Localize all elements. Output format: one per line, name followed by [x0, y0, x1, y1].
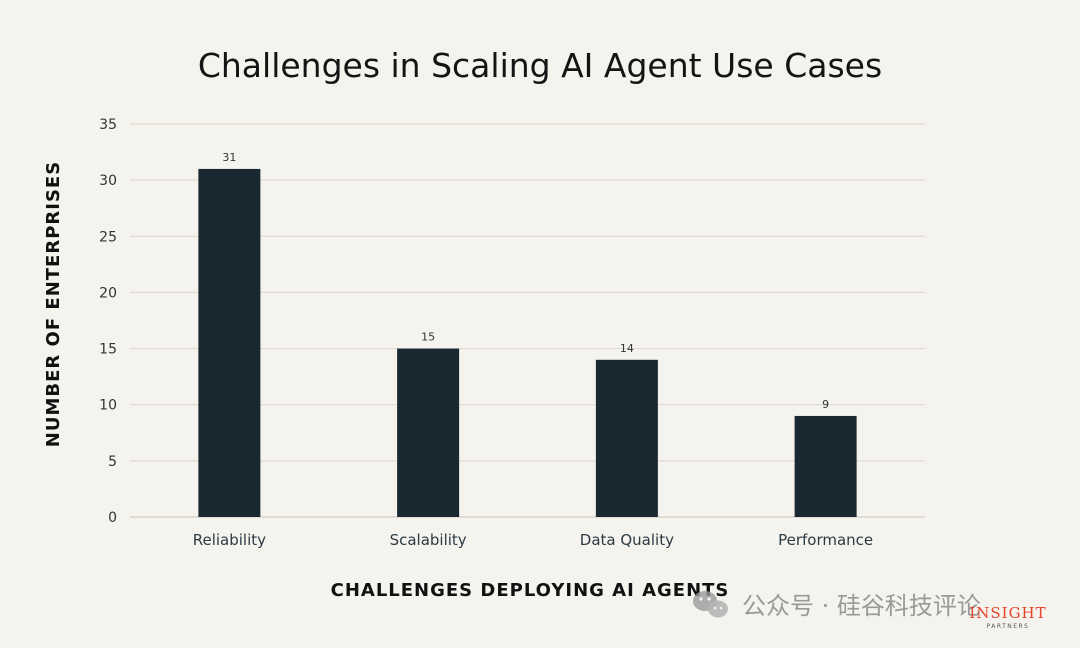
category-labels: Reliability Scalability Data Quality Perfor… [193, 531, 873, 549]
x-category-label: Performance [778, 531, 873, 549]
bar-value-label: 31 [222, 151, 236, 164]
y-tick-label: 30 [99, 173, 117, 189]
bar-value-label: 14 [620, 342, 634, 355]
bars [198, 168, 857, 517]
bar [794, 415, 857, 517]
x-axis-title: CHALLENGES DEPLOYING AI AGENTS [331, 580, 730, 601]
x-category-label: Scalability [390, 531, 467, 549]
watermark-text: 公众号 · 硅谷科技评论 [742, 592, 981, 620]
y-tick-label: 10 [99, 398, 117, 414]
bar [397, 348, 460, 517]
y-tick-label: 0 [108, 510, 117, 526]
bar [595, 359, 658, 517]
chart-title: Challenges in Scaling AI Agent Use Cases [198, 46, 882, 85]
x-category-label: Reliability [193, 531, 266, 549]
gridlines [130, 123, 925, 518]
brand-sub: PARTNERS [987, 623, 1030, 630]
x-category-label: Data Quality [580, 531, 674, 549]
bar-value-label: 15 [421, 331, 435, 344]
wechat-icon [693, 591, 728, 618]
bar [198, 168, 261, 517]
y-tick-label: 15 [99, 342, 117, 358]
watermark: 公众号 · 硅谷科技评论 [693, 591, 981, 620]
y-axis-title: NUMBER OF ENTERPRISES [43, 161, 64, 447]
y-tick-labels: 0 5 10 15 20 25 30 35 [99, 117, 117, 526]
y-tick-label: 5 [108, 454, 117, 470]
data-labels: 31 15 14 9 [222, 151, 829, 411]
brand-name: INSIGHT [969, 604, 1046, 622]
brand-logo: INSIGHT PARTNERS [969, 604, 1046, 630]
y-tick-label: 35 [99, 117, 117, 133]
y-tick-label: 20 [99, 285, 117, 301]
y-tick-label: 25 [99, 229, 117, 245]
bar-value-label: 9 [822, 398, 829, 411]
